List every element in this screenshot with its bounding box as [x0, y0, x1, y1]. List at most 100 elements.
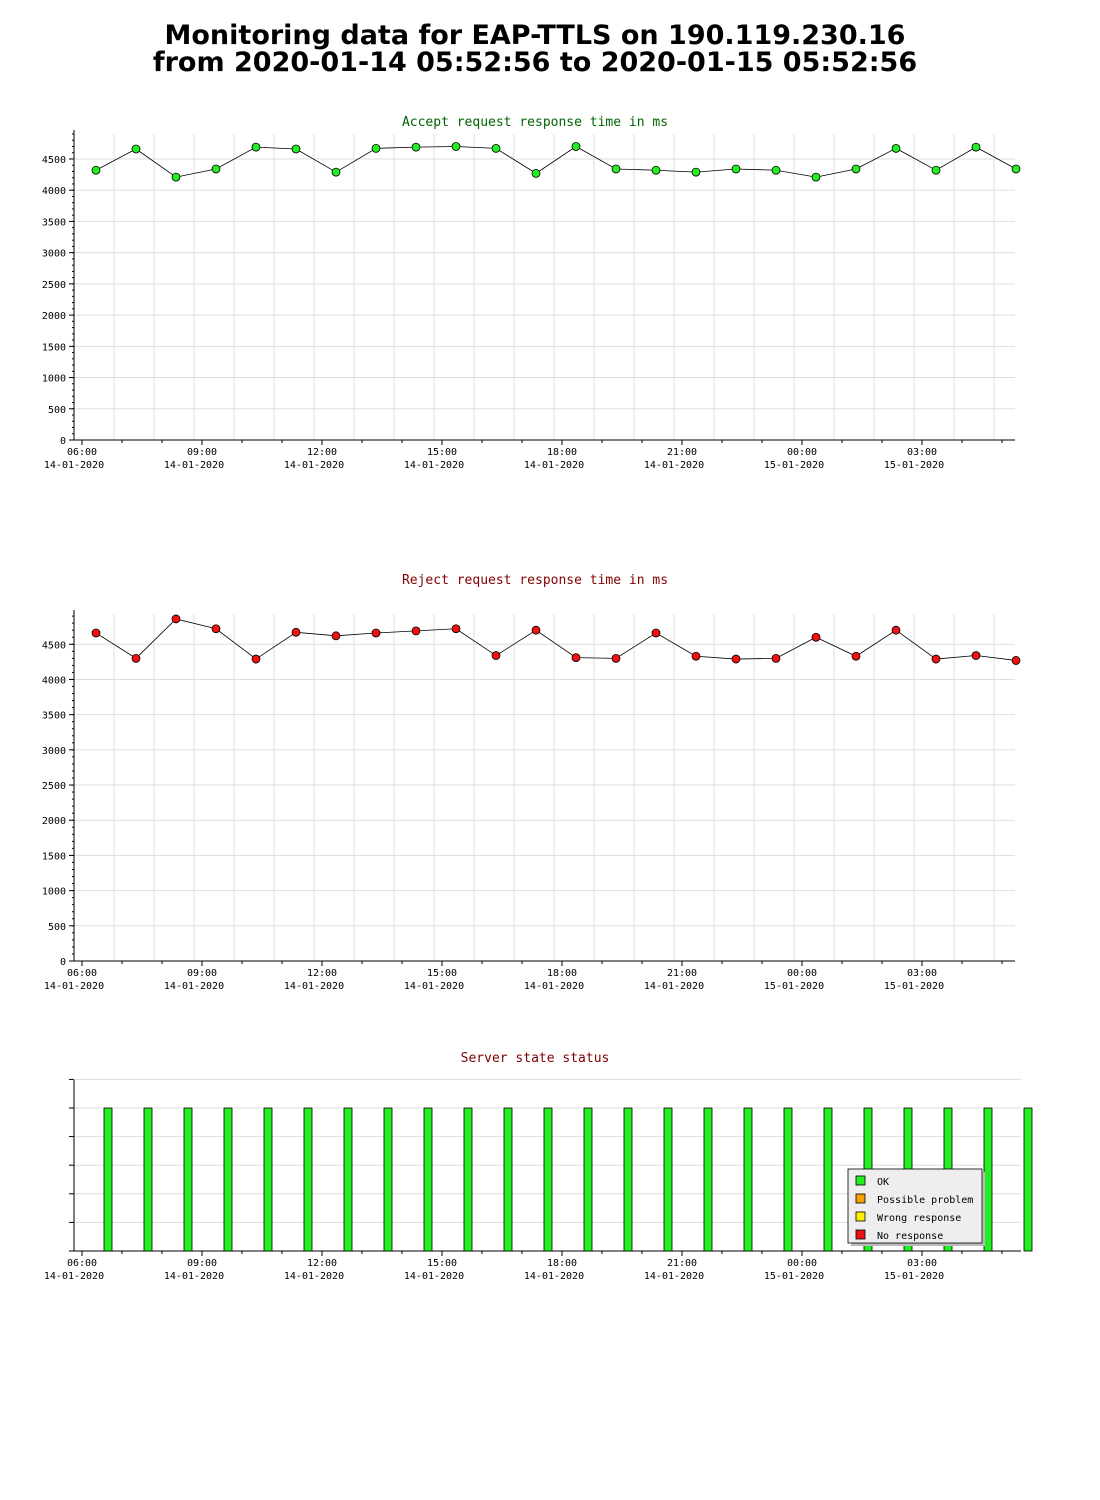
- data-point: [531, 625, 541, 635]
- state-bar: [423, 1107, 433, 1252]
- x-tick-label-time: 09:00: [187, 1258, 217, 1269]
- state-bar: [743, 1107, 753, 1252]
- x-tick-label-time: 21:00: [667, 447, 697, 458]
- x-tick-label-date: 14-01-2020: [644, 1271, 704, 1282]
- data-point: [891, 143, 901, 153]
- x-tick-label-date: 14-01-2020: [524, 981, 584, 992]
- x-tick-label-date: 15-01-2020: [884, 460, 944, 471]
- state-bar: [623, 1107, 633, 1252]
- x-tick-label-time: 12:00: [307, 1258, 337, 1269]
- data-point: [251, 142, 261, 152]
- data-point: [171, 614, 181, 624]
- state-bar: [663, 1107, 673, 1252]
- data-point: [571, 653, 581, 663]
- data-point: [931, 654, 941, 664]
- legend-swatch: [855, 1175, 866, 1186]
- legend-label: Wrong response: [877, 1213, 961, 1224]
- legend-label: OK: [877, 1177, 889, 1188]
- data-point: [811, 632, 821, 642]
- data-point: [851, 164, 861, 174]
- data-point: [851, 651, 861, 661]
- y-tick-label: 2000: [42, 311, 66, 322]
- x-tick-label-time: 18:00: [547, 968, 577, 979]
- state-bar: [303, 1107, 313, 1252]
- y-tick-label: 0: [60, 436, 66, 447]
- reject-response-chart: Reject request response time in ms 0 500 10…: [42, 573, 1021, 992]
- data-point: [731, 654, 741, 664]
- y-tick-label: 4000: [42, 186, 66, 197]
- chart-title: Reject request response time in ms: [402, 573, 668, 588]
- data-point: [331, 167, 341, 177]
- x-tick-label-time: 18:00: [547, 1258, 577, 1269]
- series-line: [95, 618, 1017, 661]
- x-tick-label-time: 00:00: [787, 968, 817, 979]
- legend-swatch: [855, 1193, 866, 1204]
- state-bar: [1023, 1107, 1033, 1252]
- page-title-line-2: from 2020-01-14 05:52:56 to 2020-01-15 0…: [152, 47, 918, 78]
- y-tick-label: 1500: [42, 342, 66, 353]
- server-state-chart: Server state status 06:00 14-01-2020 09:00 1…: [44, 1051, 1033, 1282]
- data-point: [251, 654, 261, 664]
- data-point: [691, 167, 701, 177]
- state-bar: [503, 1107, 513, 1252]
- data-point: [971, 142, 981, 152]
- data-point: [411, 626, 421, 636]
- data-point: [131, 653, 141, 663]
- legend-swatch: [855, 1229, 866, 1240]
- x-tick-label-date: 14-01-2020: [44, 1271, 104, 1282]
- data-point: [371, 628, 381, 638]
- data-point: [211, 624, 221, 634]
- y-tick-label: 1000: [42, 374, 66, 385]
- x-tick-label-time: 03:00: [907, 1258, 937, 1269]
- y-tick-label: 500: [48, 405, 66, 416]
- x-tick-label-time: 06:00: [67, 968, 97, 979]
- x-tick-label-date: 14-01-2020: [44, 460, 104, 471]
- data-point: [811, 172, 821, 182]
- x-tick-label-date: 15-01-2020: [884, 1271, 944, 1282]
- x-tick-label-date: 15-01-2020: [764, 981, 824, 992]
- x-tick-label-date: 14-01-2020: [164, 1271, 224, 1282]
- x-tick-label-time: 09:00: [187, 447, 217, 458]
- x-tick-label-time: 12:00: [307, 968, 337, 979]
- state-bar: [143, 1107, 153, 1252]
- data-point: [651, 165, 661, 175]
- x-tick-label-time: 15:00: [427, 1258, 457, 1269]
- data-point: [411, 142, 421, 152]
- y-tick-label: 500: [48, 922, 66, 933]
- x-tick-label-time: 00:00: [787, 1258, 817, 1269]
- y-tick-label: 1500: [42, 851, 66, 862]
- x-tick-label-time: 21:00: [667, 968, 697, 979]
- y-tick-label: 0: [60, 957, 66, 968]
- state-bar: [543, 1107, 553, 1252]
- y-tick-label: 1000: [42, 887, 66, 898]
- x-tick-label-time: 18:00: [547, 447, 577, 458]
- x-tick-label-date: 14-01-2020: [284, 1271, 344, 1282]
- x-tick-label-date: 14-01-2020: [44, 981, 104, 992]
- data-point: [611, 653, 621, 663]
- legend-label: Possible problem: [877, 1195, 973, 1206]
- state-bar: [823, 1107, 833, 1252]
- state-bar: [983, 1107, 993, 1252]
- data-point: [971, 651, 981, 660]
- state-bar: [103, 1107, 113, 1252]
- data-point: [1011, 164, 1021, 174]
- state-bar: [383, 1107, 393, 1252]
- data-point: [691, 651, 701, 661]
- data-point: [931, 165, 941, 175]
- page-title-line-1: Monitoring data for EAP-TTLS on 190.119.…: [164, 20, 906, 51]
- x-tick-label-date: 14-01-2020: [644, 460, 704, 471]
- x-tick-label-date: 14-01-2020: [284, 460, 344, 471]
- x-tick-label-time: 15:00: [427, 968, 457, 979]
- state-bar: [343, 1107, 353, 1252]
- x-tick-label-time: 21:00: [667, 1258, 697, 1269]
- x-tick-label-date: 14-01-2020: [164, 981, 224, 992]
- x-tick-label-time: 06:00: [67, 447, 97, 458]
- data-point: [651, 628, 661, 638]
- data-point: [571, 142, 581, 151]
- data-point: [491, 143, 501, 153]
- data-point: [1011, 656, 1021, 665]
- data-point: [771, 165, 781, 175]
- state-bar: [263, 1107, 273, 1252]
- x-tick-label-date: 14-01-2020: [284, 981, 344, 992]
- state-bar: [783, 1107, 793, 1252]
